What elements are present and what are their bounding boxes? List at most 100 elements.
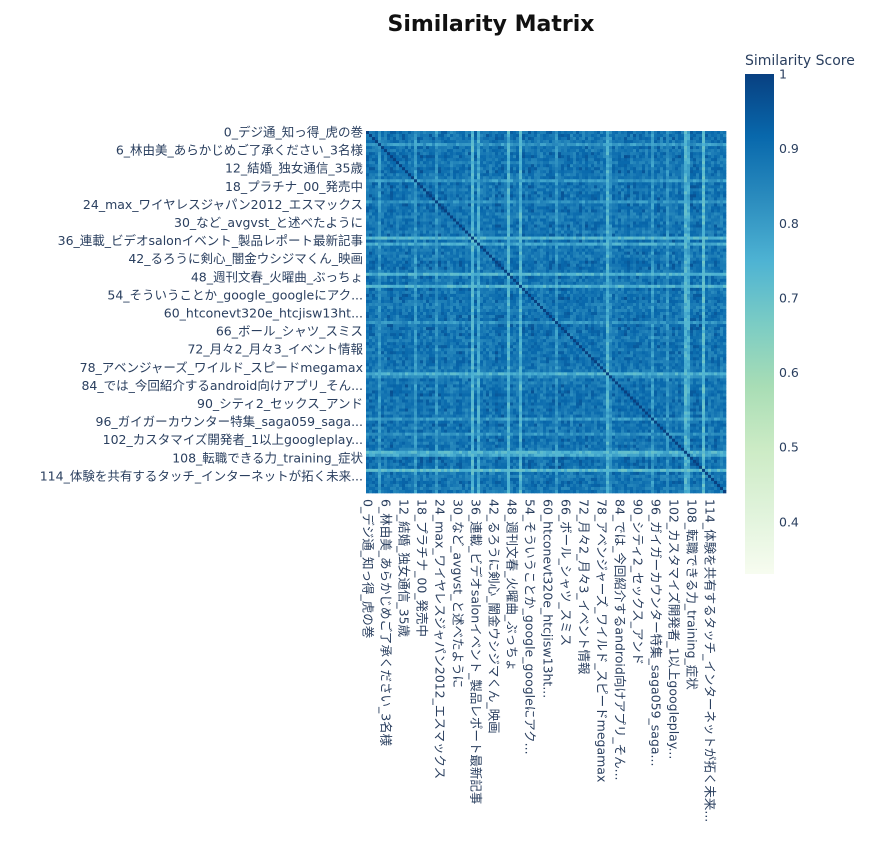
heatmap-cell — [690, 239, 694, 243]
heatmap-cell — [501, 179, 505, 183]
heatmap-cell — [690, 248, 694, 253]
heatmap-cell — [687, 209, 691, 213]
heatmap-cell — [633, 146, 637, 150]
heatmap-cell — [543, 155, 547, 159]
heatmap-cell — [624, 224, 628, 228]
heatmap-cell — [723, 182, 727, 186]
heatmap-cell — [564, 200, 568, 204]
heatmap-cell — [519, 221, 523, 225]
heatmap-cell — [684, 155, 688, 159]
heatmap-cell — [567, 197, 571, 201]
heatmap-cell — [618, 215, 622, 219]
heatmap-cell — [399, 149, 403, 153]
heatmap-cell — [375, 236, 379, 240]
heatmap-cell — [669, 149, 673, 153]
heatmap-cell — [720, 185, 724, 189]
heatmap-cell — [378, 194, 382, 198]
heatmap-cell — [456, 239, 460, 243]
heatmap-cell — [375, 239, 379, 243]
heatmap-cell — [672, 203, 676, 207]
heatmap-cell — [624, 239, 628, 243]
heatmap-cell — [438, 158, 442, 162]
heatmap-cell — [609, 176, 613, 180]
heatmap-cell — [681, 191, 685, 195]
heatmap-cell — [633, 206, 637, 210]
heatmap-cell — [456, 197, 460, 201]
heatmap-cell — [408, 254, 412, 259]
heatmap-cell — [576, 131, 580, 135]
heatmap-cell — [528, 176, 532, 180]
heatmap-cell — [465, 161, 469, 165]
heatmap-cell — [477, 143, 481, 147]
heatmap-cell — [579, 239, 583, 243]
heatmap-cell — [444, 191, 448, 195]
heatmap-cell — [516, 176, 520, 180]
heatmap-cell — [645, 182, 649, 186]
heatmap-cell — [429, 254, 433, 259]
heatmap-cell — [627, 242, 631, 246]
heatmap-cell — [708, 218, 712, 222]
heatmap-cell — [528, 152, 532, 156]
heatmap-cell — [696, 206, 700, 210]
heatmap-cell — [450, 182, 454, 186]
heatmap-cell — [630, 176, 634, 180]
heatmap-cell — [402, 188, 406, 192]
heatmap-cell — [603, 197, 607, 201]
heatmap-cell — [525, 248, 529, 253]
heatmap-cell — [678, 242, 682, 246]
heatmap-cell — [711, 158, 715, 162]
heatmap-cell — [516, 158, 520, 162]
heatmap-cell — [369, 143, 373, 147]
heatmap-cell — [510, 146, 514, 150]
heatmap-cell — [585, 182, 589, 186]
heatmap-cell — [636, 251, 640, 256]
heatmap-cell — [504, 209, 508, 213]
heatmap-cell — [690, 206, 694, 210]
heatmap-cell — [672, 230, 676, 234]
heatmap-cell — [372, 155, 376, 159]
heatmap-cell — [558, 176, 562, 180]
heatmap-cell — [462, 251, 466, 256]
heatmap-cell — [621, 158, 625, 162]
heatmap-cell — [465, 167, 469, 171]
heatmap-cell — [660, 203, 664, 207]
heatmap-cell — [648, 194, 652, 198]
heatmap-cell — [420, 131, 424, 135]
heatmap-cell — [549, 200, 553, 204]
heatmap-cell — [549, 134, 553, 138]
heatmap-cell — [456, 131, 460, 135]
heatmap-cell — [552, 155, 556, 159]
heatmap-cell — [561, 230, 565, 234]
heatmap-cell — [534, 176, 538, 180]
heatmap-cell — [696, 194, 700, 198]
heatmap-cell — [621, 191, 625, 195]
heatmap-cell — [534, 188, 538, 192]
heatmap-cell — [618, 218, 622, 222]
heatmap-cell — [384, 242, 388, 246]
heatmap-cell — [534, 224, 538, 228]
heatmap-cell — [468, 164, 472, 168]
heatmap-cell — [549, 194, 553, 198]
heatmap-cell — [558, 137, 562, 141]
heatmap-cell — [510, 227, 514, 231]
heatmap-cell — [651, 236, 655, 240]
heatmap-cell — [582, 140, 586, 144]
heatmap-cell — [489, 203, 493, 207]
heatmap-cell — [555, 221, 559, 225]
heatmap-cell — [657, 155, 661, 159]
heatmap-cell — [369, 179, 373, 183]
heatmap-cell — [609, 221, 613, 225]
heatmap-cell — [474, 203, 478, 207]
heatmap-cell — [540, 146, 544, 150]
heatmap-cell — [492, 212, 496, 216]
heatmap-cell — [537, 233, 541, 237]
heatmap-cell — [720, 218, 724, 222]
heatmap-cell — [519, 164, 523, 168]
heatmap-cell — [405, 194, 409, 198]
heatmap-cell — [552, 131, 556, 135]
heatmap-cell — [570, 251, 574, 256]
heatmap-cell — [567, 206, 571, 210]
heatmap-cell — [687, 191, 691, 195]
heatmap-cell — [693, 194, 697, 198]
heatmap-cell — [438, 206, 442, 210]
